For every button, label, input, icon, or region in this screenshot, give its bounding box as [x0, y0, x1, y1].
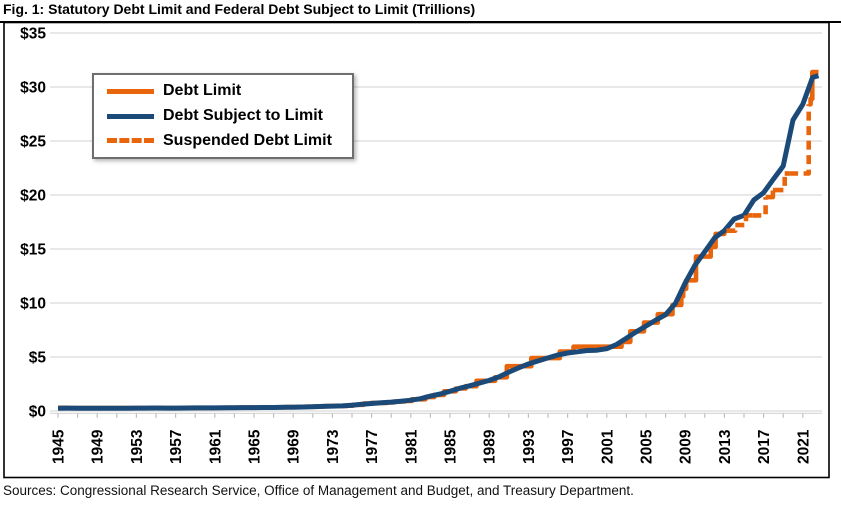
y-axis-tick-label: $35 — [20, 26, 46, 43]
legend-item-suspended-debt-limit: Suspended Debt Limit — [94, 128, 352, 153]
x-axis-tick-label: 1985 — [443, 429, 460, 464]
y-axis-tick-label: $0 — [29, 404, 46, 421]
x-axis-tick-label: 2017 — [756, 430, 773, 464]
x-axis-tick-label: 1989 — [482, 429, 499, 464]
x-axis-tick-label: 2021 — [795, 429, 812, 464]
x-axis-tick-label: 2009 — [678, 429, 695, 464]
y-axis-tick-label: $5 — [29, 350, 47, 367]
legend-item-debt-subject-to-limit: Debt Subject to Limit — [94, 104, 352, 129]
x-axis-tick-label: 1953 — [129, 429, 146, 464]
x-axis-tick-label: 2001 — [599, 429, 616, 464]
x-axis-tick-label: 2013 — [717, 429, 734, 464]
x-axis-tick-label: 1997 — [560, 430, 577, 464]
legend-label-debt-limit: Debt Limit — [163, 82, 242, 100]
y-axis-tick-label: $15 — [20, 242, 46, 259]
series-suspended-debt-limit — [770, 190, 776, 200]
legend-item-debt-limit: Debt Limit — [94, 79, 352, 104]
legend-label-debt-subject-to-limit: Debt Subject to Limit — [163, 107, 323, 124]
figure-title: Fig. 1: Statutory Debt Limit and Federal… — [3, 1, 476, 17]
debt-limit-line-swatch — [107, 88, 154, 94]
series-debt-subject-to-limit — [57, 73, 820, 411]
series-suspended-debt-limit — [774, 173, 788, 193]
series-suspended-debt-limit — [726, 215, 749, 233]
y-axis-tick-label: $25 — [20, 134, 46, 151]
x-axis-tick-label: 1977 — [364, 430, 381, 464]
series-suspended-debt-limit — [752, 197, 768, 218]
chart-legend: Debt Limit Debt Subject to Limit Suspend… — [92, 73, 354, 159]
x-axis-tick-label: 1961 — [207, 429, 224, 464]
y-axis-tick-label: $20 — [20, 188, 46, 205]
x-axis-tick-label: 1945 — [51, 429, 68, 464]
x-axis-tick-label: 1957 — [168, 430, 185, 464]
x-axis-tick-label: 1981 — [403, 429, 420, 464]
legend-label-suspended-debt-limit: Suspended Debt Limit — [163, 131, 332, 149]
series-suspended-debt-limit — [789, 104, 812, 176]
x-axis-tick-label: 2005 — [639, 429, 656, 464]
x-axis-tick-label: 1949 — [90, 429, 107, 464]
x-axis-tick-label: 1965 — [247, 429, 264, 464]
debt-subject-line-swatch — [107, 113, 154, 119]
x-axis-tick-label: 1993 — [521, 429, 538, 464]
y-axis-tick-label: $30 — [20, 80, 46, 97]
y-axis-tick-label: $10 — [20, 296, 46, 313]
x-axis-tick-label: 1969 — [286, 429, 303, 464]
x-axis-tick-label: 1973 — [325, 429, 342, 464]
suspended-limit-line-swatch — [107, 138, 154, 144]
source-note: Sources: Congressional Research Service,… — [3, 483, 634, 498]
